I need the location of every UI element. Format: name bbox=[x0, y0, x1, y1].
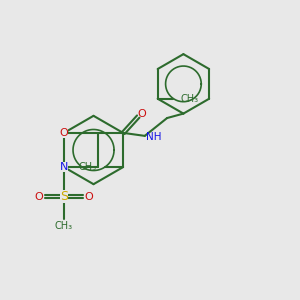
Text: CH₃: CH₃ bbox=[55, 220, 73, 231]
Text: N: N bbox=[60, 162, 68, 172]
Text: O: O bbox=[137, 109, 146, 119]
Text: O: O bbox=[34, 192, 43, 202]
Text: NH: NH bbox=[146, 132, 162, 142]
Text: CH₃: CH₃ bbox=[181, 94, 199, 104]
Text: S: S bbox=[60, 190, 68, 203]
Text: O: O bbox=[60, 128, 68, 138]
Text: CH₃: CH₃ bbox=[78, 162, 96, 172]
Text: O: O bbox=[85, 192, 94, 202]
